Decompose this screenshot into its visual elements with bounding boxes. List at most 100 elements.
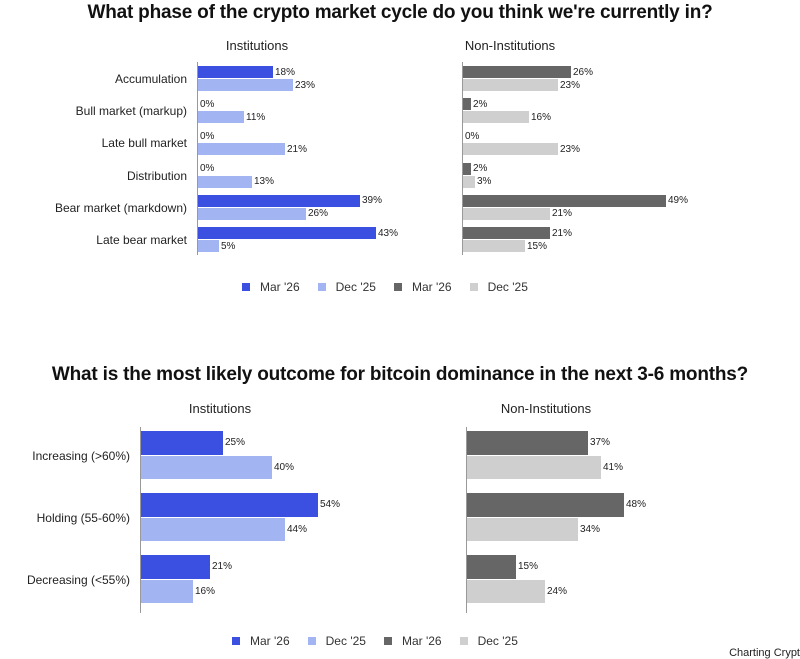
value-label: 21% — [552, 227, 573, 239]
value-label: 16% — [195, 585, 216, 597]
category-label: Late bear market — [96, 233, 187, 247]
bar-non-institutions-dec25 — [463, 79, 558, 91]
chart1-panel-title-non-institutions: Non-Institutions — [464, 38, 556, 53]
legend-label: Mar '26 — [411, 280, 452, 294]
value-label: 40% — [274, 461, 295, 473]
chart2-legend: Mar '26 Dec '25 Mar '26 Dec '25 — [232, 634, 536, 648]
value-label: 16% — [531, 111, 552, 123]
axis-line-non-institutions — [462, 62, 463, 256]
bar-non-institutions-dec25 — [463, 240, 525, 252]
legend-label: Dec '25 — [335, 280, 376, 294]
value-label: 41% — [603, 461, 624, 473]
bar-non-institutions-mar26 — [467, 431, 588, 455]
legend-label: Mar '26 — [250, 634, 290, 648]
category-label: Bear market (markdown) — [54, 200, 187, 215]
legend-item-non-institutions-dec25: Dec '25 — [469, 280, 528, 294]
value-label: 34% — [580, 523, 601, 535]
legend-label: Dec '25 — [325, 634, 366, 648]
bar-non-institutions-mar26 — [467, 493, 624, 517]
value-label: 39% — [362, 195, 383, 207]
chart1-legend: Mar '26 Dec '25 Mar '26 Dec '25 — [242, 280, 546, 294]
bar-institutions-mar26 — [141, 431, 223, 455]
value-label: 0% — [465, 130, 480, 142]
value-label: 23% — [560, 79, 581, 91]
value-label: 23% — [560, 143, 581, 155]
value-label: 15% — [527, 240, 548, 252]
bar-institutions-dec25 — [198, 175, 252, 188]
bar-institutions-dec25 — [198, 207, 306, 220]
legend-swatch-icon — [383, 637, 392, 645]
legend-item-non-institutions-mar26: Mar '26 — [393, 280, 452, 294]
bar-institutions-dec25 — [198, 143, 285, 156]
value-label: 25% — [225, 437, 246, 449]
value-label: 0% — [200, 163, 215, 175]
legend-item-non-institutions-dec25: Dec '25 — [459, 634, 518, 648]
value-label: 2% — [473, 98, 488, 110]
bar-non-institutions-mar26 — [467, 555, 516, 579]
bar-non-institutions-mar26 — [463, 227, 550, 239]
category-label: Distribution — [126, 168, 187, 183]
axis-line-non-institutions — [466, 427, 467, 613]
legend-swatch-icon — [307, 637, 316, 645]
bar-institutions-dec25 — [198, 111, 244, 124]
bar-institutions-mar26 — [141, 555, 210, 579]
bar-institutions-mar26 — [198, 227, 376, 239]
value-label: 3% — [477, 176, 492, 188]
chart2-panel-title-institutions: Institutions — [188, 401, 252, 416]
value-label: 0% — [200, 130, 215, 142]
legend-item-institutions-dec25: Dec '25 — [317, 280, 376, 294]
legend-item-non-institutions-mar26: Mar '26 — [383, 634, 442, 648]
bar-institutions-dec25 — [141, 517, 285, 541]
category-label: Increasing (>60%) — [32, 448, 130, 463]
legend-swatch-icon — [469, 283, 478, 291]
value-label: 26% — [573, 66, 594, 78]
chart1-panel-title-institutions: Institutions — [225, 38, 289, 53]
legend-swatch-icon — [459, 637, 468, 645]
value-label: 21% — [212, 561, 233, 573]
watermark: Charting Crypt — [729, 647, 800, 659]
legend-label: Dec '25 — [487, 280, 528, 294]
value-label: 48% — [626, 499, 647, 511]
bar-non-institutions-dec25 — [463, 111, 529, 124]
value-label: 23% — [295, 79, 316, 91]
bar-non-institutions-dec25 — [467, 517, 578, 541]
value-label: 54% — [320, 499, 341, 511]
value-label: 21% — [552, 208, 573, 220]
value-label: 37% — [590, 437, 611, 449]
bar-non-institutions-mar26 — [463, 162, 471, 175]
legend-swatch-icon — [232, 637, 240, 645]
value-label: 2% — [473, 163, 488, 175]
value-label: 5% — [221, 240, 236, 252]
legend-label: Dec '25 — [477, 634, 518, 648]
legend-swatch-icon — [393, 283, 402, 291]
value-label: 21% — [287, 143, 308, 155]
legend-item-institutions-mar26: Mar '26 — [242, 280, 300, 294]
chart2-title: What is the most likely outcome for bitc… — [51, 364, 749, 385]
bar-non-institutions-dec25 — [463, 143, 558, 156]
bar-institutions-dec25 — [141, 455, 272, 479]
legend-label: Mar '26 — [260, 280, 300, 294]
value-label: 13% — [254, 176, 275, 188]
category-label: Late bull market — [101, 136, 187, 151]
value-label: 15% — [518, 561, 539, 573]
value-label: 43% — [378, 227, 399, 239]
category-label: Accumulation — [114, 72, 187, 86]
value-label: 26% — [308, 208, 329, 220]
chart1-title: What phase of the crypto market cycle do… — [87, 2, 713, 23]
value-label: 0% — [200, 98, 215, 110]
bar-non-institutions-mar26 — [463, 98, 471, 111]
bar-non-institutions-dec25 — [463, 175, 475, 188]
category-label: Decreasing (<55%) — [26, 572, 130, 587]
value-label: 24% — [547, 585, 568, 597]
category-label: Bull market (markup) — [75, 104, 187, 119]
bar-non-institutions-mar26 — [463, 194, 666, 207]
value-label: 18% — [275, 66, 296, 78]
bar-non-institutions-dec25 — [467, 579, 545, 603]
legend-swatch-icon — [242, 283, 250, 291]
value-label: 44% — [287, 523, 308, 535]
axis-line-institutions — [197, 62, 198, 256]
legend-label: Mar '26 — [401, 634, 442, 648]
legend-item-institutions-mar26: Mar '26 — [232, 634, 290, 648]
bar-non-institutions-dec25 — [467, 455, 601, 479]
value-label: 49% — [668, 195, 689, 207]
